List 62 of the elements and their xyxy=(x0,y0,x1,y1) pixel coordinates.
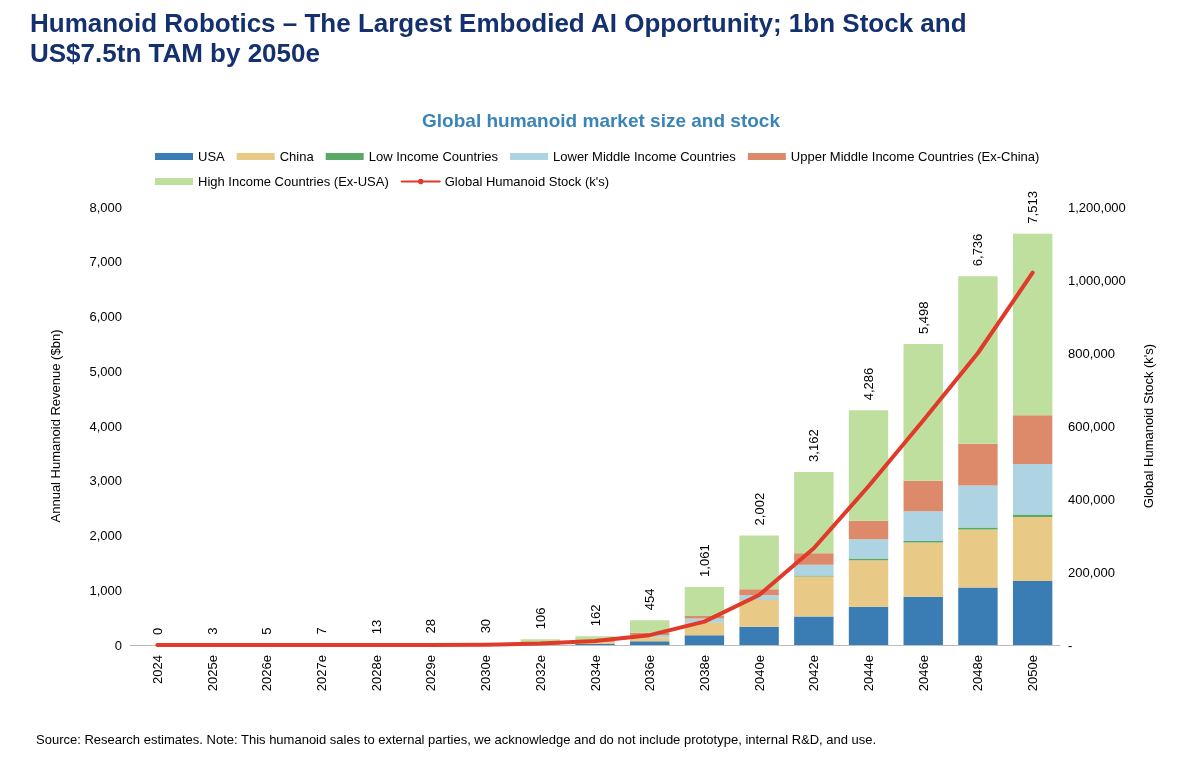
x-tick-label: 2046e xyxy=(915,655,931,692)
y-tick-label: 1,000 xyxy=(89,582,122,598)
legend-label: China xyxy=(279,149,315,164)
y-tick-label: 8,000 xyxy=(89,199,122,215)
chart-title: Humanoid Robotics – The Largest Embodied AI Opportunity; 1bn Stock and US$7.5tn TAM by 2050e xyxy=(30,8,968,68)
total-label: 7,513 xyxy=(1025,191,1041,224)
y2-axis-title: Global Humanoid Stock (k's) xyxy=(1141,343,1156,509)
y2-tick-label: 800,000 xyxy=(1068,345,1115,361)
total-label: 5 xyxy=(259,627,275,635)
total-label: 162 xyxy=(587,604,603,627)
x-tick-label: 2032e xyxy=(532,655,548,692)
y-tick-label: 2,000 xyxy=(89,528,122,543)
total-label: 13 xyxy=(368,619,384,635)
y-tick-label: 3,000 xyxy=(89,473,122,489)
x-tick-label: 2028e xyxy=(368,655,384,692)
x-tick-label: 2050e xyxy=(1025,655,1041,692)
legend-label: Global Humanoid Stock (k's) xyxy=(444,174,610,189)
x-tick-label: 2034e xyxy=(587,655,603,692)
y-axis-title: Annual Humanoid Revenue ($bn) xyxy=(48,329,63,523)
y-tick-label: 7,000 xyxy=(89,254,122,270)
y2-tick-label: 1,200,000 xyxy=(1068,199,1126,215)
legend-label: Lower Middle Income Countries xyxy=(553,149,737,164)
total-label: 7 xyxy=(313,627,329,635)
total-label: 2,002 xyxy=(751,492,767,526)
y-tick-label: 5,000 xyxy=(89,363,122,379)
x-tick-label: 2026e xyxy=(259,655,275,692)
x-tick-label: 2030e xyxy=(478,655,494,692)
x-tick-label: 2027e xyxy=(313,655,329,692)
x-tick-label: 2025e xyxy=(204,655,220,692)
total-label: 5,498 xyxy=(915,301,931,334)
legend-label: Upper Middle Income Countries (Ex-China) xyxy=(790,149,1040,164)
total-label: 0 xyxy=(149,627,165,635)
total-label: 3 xyxy=(204,627,220,635)
y-tick-label: 6,000 xyxy=(89,309,122,324)
total-label: 106 xyxy=(532,607,548,630)
y2-tick-label: 400,000 xyxy=(1068,491,1115,507)
x-tick-label: 2029e xyxy=(423,655,439,692)
y-tick-label: 4,000 xyxy=(89,418,122,434)
x-tick-label: 2040e xyxy=(751,655,767,692)
y-tick-label: 0 xyxy=(114,637,122,653)
total-label: 454 xyxy=(642,588,658,611)
total-label: 3,162 xyxy=(806,429,822,462)
legend-label: USA xyxy=(198,149,226,164)
x-tick-label: 2036e xyxy=(642,655,658,692)
legend-label: High Income Countries (Ex-USA) xyxy=(198,174,389,189)
chart-subtitle: Global humanoid market size and stock xyxy=(422,110,781,131)
x-tick-label: 2048e xyxy=(970,655,986,692)
x-tick-label: 2044e xyxy=(861,655,877,692)
legend-label: Low Income Countries xyxy=(368,149,499,164)
total-label: 1,061 xyxy=(696,544,712,577)
y2-tick-label: - xyxy=(1068,637,1073,653)
total-label: 6,736 xyxy=(970,233,986,267)
y2-tick-label: 600,000 xyxy=(1068,418,1115,434)
source-note: Source: Research estimates. Note: This humanoid sales to external parties, we acknowledge and do not include prototype, internal R&D, and use. xyxy=(36,732,877,747)
total-label: 28 xyxy=(423,619,439,634)
y2-tick-label: 200,000 xyxy=(1068,564,1115,580)
x-tick-label: 2038e xyxy=(696,655,712,692)
x-tick-label: 2024 xyxy=(149,655,165,684)
y2-tick-label: 1,000,000 xyxy=(1068,272,1126,288)
total-label: 4,286 xyxy=(861,367,877,401)
x-tick-label: 2042e xyxy=(806,655,822,692)
total-label: 30 xyxy=(478,618,494,634)
